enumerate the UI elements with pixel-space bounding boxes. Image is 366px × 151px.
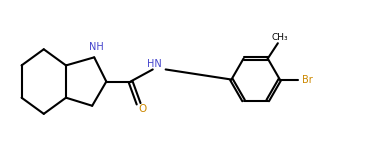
Text: O: O (138, 104, 147, 114)
Text: Br: Br (302, 75, 313, 85)
Text: CH₃: CH₃ (272, 33, 288, 42)
Text: HN: HN (147, 59, 162, 69)
Text: NH: NH (89, 42, 104, 52)
